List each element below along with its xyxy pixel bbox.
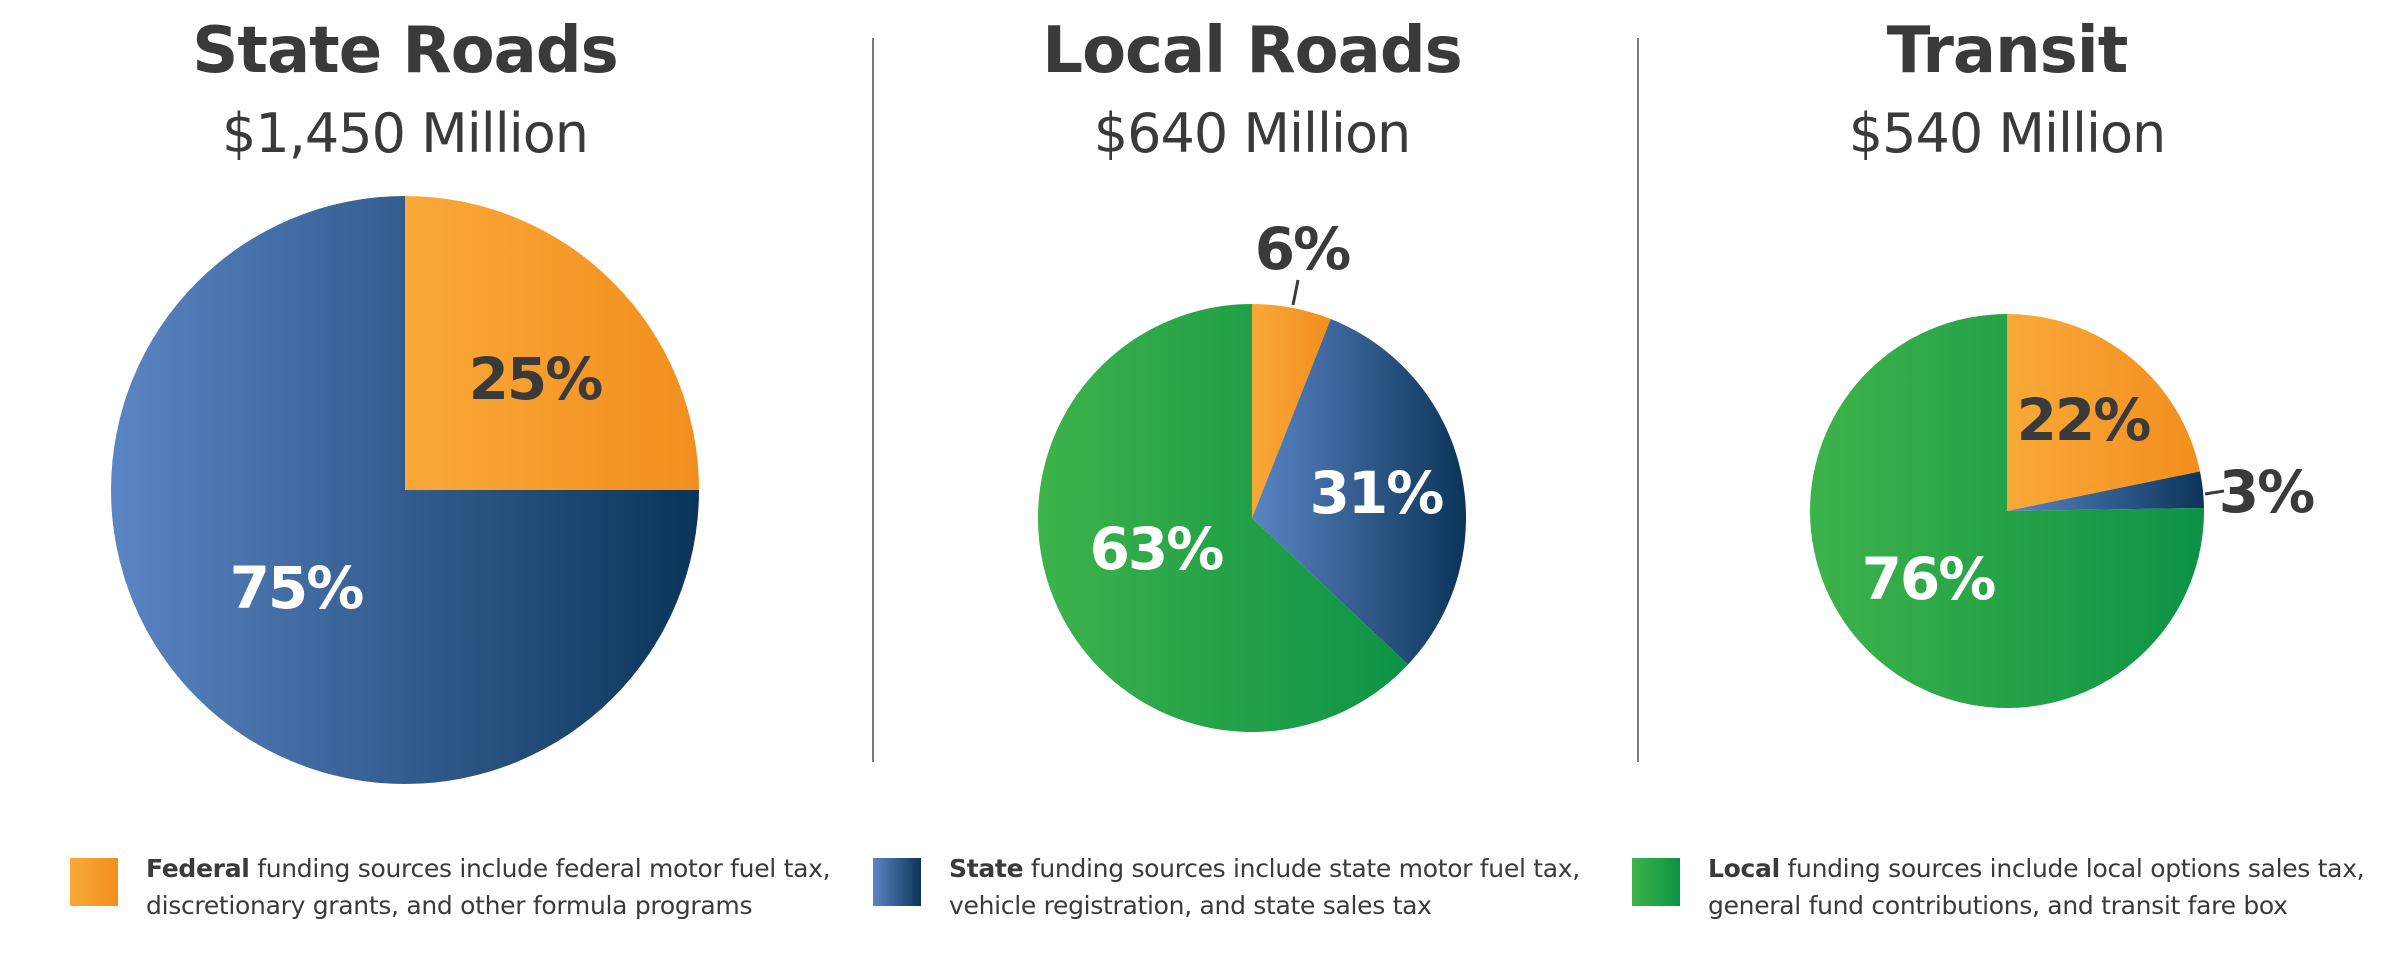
slice-label-state: 31%: [1310, 459, 1444, 527]
legend-bold-state: State: [949, 854, 1024, 883]
legend-item-local: Local funding sources include local opti…: [1632, 850, 2365, 930]
chart-subtitle: $640 Million: [1094, 102, 1410, 165]
legend-line2-local: general fund contributions, and transit …: [1708, 891, 2288, 920]
legend-swatch-state: [873, 858, 921, 906]
slice-label-federal: 25%: [469, 345, 603, 413]
legend-item-federal: Federal funding sources include federal …: [70, 850, 831, 930]
legend-line1-local: funding sources include local options sa…: [1779, 854, 2365, 883]
slice-local: [1037, 304, 1408, 732]
legend-item-state: State funding sources include state moto…: [873, 850, 1580, 930]
chart-title: Local Roads: [1042, 14, 1461, 88]
slice-label-state: 3%: [2219, 458, 2314, 526]
slice-federal: [1252, 304, 1331, 518]
legend-line1-state: funding sources include state motor fuel…: [1023, 854, 1580, 883]
legend-bold-federal: Federal: [146, 854, 250, 883]
pie-chart-2: Local Roads $640 Million 6% 31% 63%: [1037, 14, 1466, 732]
chart-subtitle: $540 Million: [1849, 102, 2165, 165]
legend-text-state: State funding sources include state moto…: [949, 850, 1580, 924]
legend-text-local: Local funding sources include local opti…: [1708, 850, 2365, 924]
slice-state: [1252, 319, 1466, 665]
legend-bold-local: Local: [1708, 854, 1780, 883]
slice-local: [1810, 314, 2205, 708]
legend-line1-federal: funding sources include federal motor fu…: [249, 854, 831, 883]
slice-label-federal: 6%: [1255, 215, 1350, 283]
slice-federal: [405, 196, 699, 490]
slice-label-state: 75%: [230, 554, 364, 622]
slice-federal: [2007, 314, 2200, 511]
legend-swatch-local: [1632, 858, 1680, 906]
legend-line2-federal: discretionary grants, and other formula …: [146, 891, 753, 920]
pie-chart-1: State Roads $1,450 Million 25% 75%: [111, 14, 699, 784]
chart-title: State Roads: [192, 14, 618, 88]
pie-chart-3: Transit $540 Million 22% 3% 76%: [1810, 14, 2316, 708]
chart-subtitle: $1,450 Million: [222, 102, 588, 165]
slice-state: [111, 196, 699, 784]
slice-label-local: 63%: [1090, 515, 1224, 583]
legend-swatch-federal: [70, 858, 118, 906]
legend-text-federal: Federal funding sources include federal …: [146, 850, 831, 924]
leader-line-federal: [1291, 279, 1300, 306]
leader-line-state: [2204, 489, 2225, 496]
slice-label-local: 76%: [1862, 545, 1996, 613]
legend-line2-state: vehicle registration, and state sales ta…: [949, 891, 1432, 920]
slice-state: [2007, 471, 2204, 511]
slice-label-federal: 22%: [2017, 386, 2151, 454]
chart-title: Transit: [1887, 14, 2128, 88]
